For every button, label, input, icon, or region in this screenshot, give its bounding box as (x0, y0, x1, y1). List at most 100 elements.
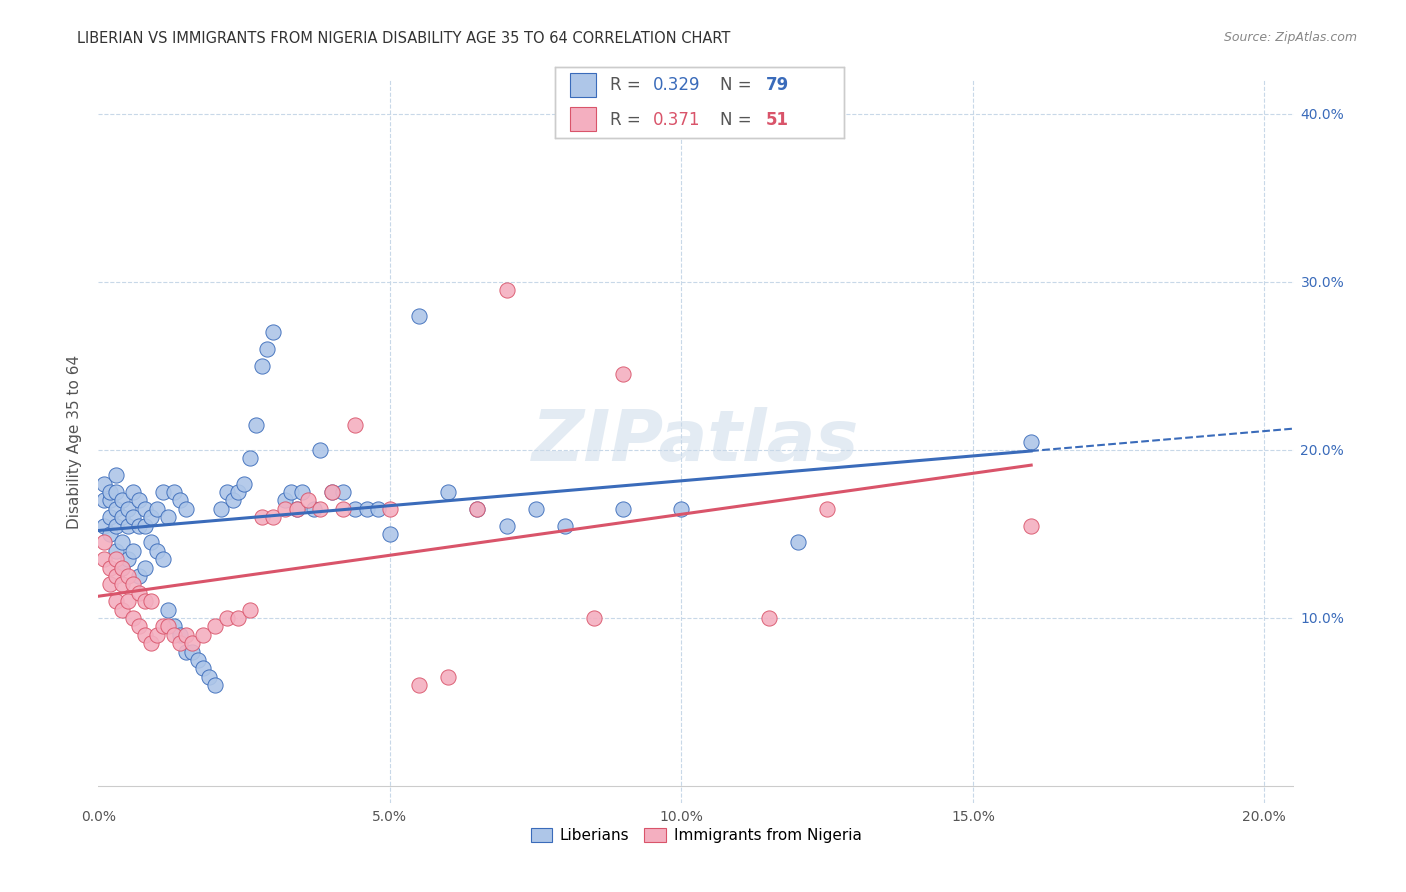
Point (157, 619, 180, 633)
Point (180, 644, 202, 658)
Point (239, 451, 262, 466)
Point (256, 342, 278, 356)
Point (93, 476, 115, 491)
Point (122, 543, 145, 558)
Point (98, 527, 121, 541)
Point (117, 594, 139, 608)
Point (209, 501, 232, 516)
Text: ZIPatlas: ZIPatlas (533, 407, 859, 476)
Point (157, 602, 180, 616)
Point (128, 518, 150, 533)
Point (180, 636, 202, 650)
Point (145, 628, 167, 642)
Point (111, 493, 134, 508)
Point (221, 493, 243, 508)
Point (291, 485, 314, 500)
Point (332, 501, 354, 516)
Point (262, 510, 284, 524)
Point (524, 501, 547, 516)
Point (198, 670, 221, 684)
Point (204, 619, 226, 633)
Point (1019, 518, 1042, 533)
Point (152, 552, 174, 566)
Point (245, 417, 267, 432)
Point (467, 501, 489, 516)
Point (169, 628, 191, 642)
Y-axis label: Disability Age 35 to 64: Disability Age 35 to 64 (67, 354, 83, 529)
Point (169, 493, 191, 508)
Point (437, 670, 460, 684)
Point (174, 628, 197, 642)
Point (174, 501, 197, 516)
Point (134, 594, 156, 608)
Point (117, 552, 139, 566)
Point (122, 510, 145, 524)
Point (152, 485, 174, 500)
Point (285, 501, 308, 516)
Point (193, 628, 215, 642)
Text: 51: 51 (766, 111, 789, 128)
Point (186, 653, 208, 667)
Point (163, 485, 186, 500)
Point (104, 594, 127, 608)
Point (250, 359, 273, 373)
Point (98, 560, 121, 574)
Point (128, 586, 150, 600)
Point (104, 543, 127, 558)
Text: R =: R = (610, 111, 647, 128)
Point (104, 518, 127, 533)
Point (117, 569, 139, 583)
Point (408, 309, 430, 323)
Point (302, 501, 325, 516)
Point (104, 552, 127, 566)
Point (111, 535, 134, 549)
Point (152, 619, 174, 633)
Point (104, 501, 127, 516)
Point (128, 569, 150, 583)
Point (111, 560, 134, 574)
Text: 0.371: 0.371 (654, 111, 700, 128)
Point (134, 501, 156, 516)
Point (612, 368, 634, 382)
Point (582, 611, 605, 625)
Point (554, 518, 576, 533)
Point (98, 485, 121, 500)
Point (309, 501, 332, 516)
Point (332, 485, 354, 500)
Point (134, 560, 156, 574)
Point (758, 611, 780, 625)
Point (104, 569, 127, 583)
Point (139, 510, 162, 524)
Point (111, 577, 134, 591)
Point (343, 417, 366, 432)
Text: 0.329: 0.329 (654, 77, 700, 95)
Point (98, 577, 121, 591)
Point (122, 577, 145, 591)
Point (671, 501, 693, 516)
Point (204, 678, 226, 692)
Point (250, 510, 273, 524)
Point (367, 501, 389, 516)
Text: Source: ZipAtlas.com: Source: ZipAtlas.com (1223, 31, 1357, 45)
Point (93, 493, 115, 508)
Point (134, 518, 156, 533)
Point (437, 485, 460, 500)
Point (128, 493, 150, 508)
Point (111, 560, 134, 574)
Point (139, 636, 162, 650)
Bar (569, 72, 596, 97)
Point (378, 527, 401, 541)
Point (815, 501, 838, 516)
Point (111, 602, 134, 616)
Point (117, 518, 139, 533)
Point (215, 485, 238, 500)
Point (321, 485, 343, 500)
Point (122, 611, 145, 625)
Point (193, 661, 215, 675)
Point (495, 518, 517, 533)
Point (134, 628, 156, 642)
Point (104, 468, 127, 483)
Point (174, 644, 197, 658)
Point (274, 501, 297, 516)
Point (104, 485, 127, 500)
